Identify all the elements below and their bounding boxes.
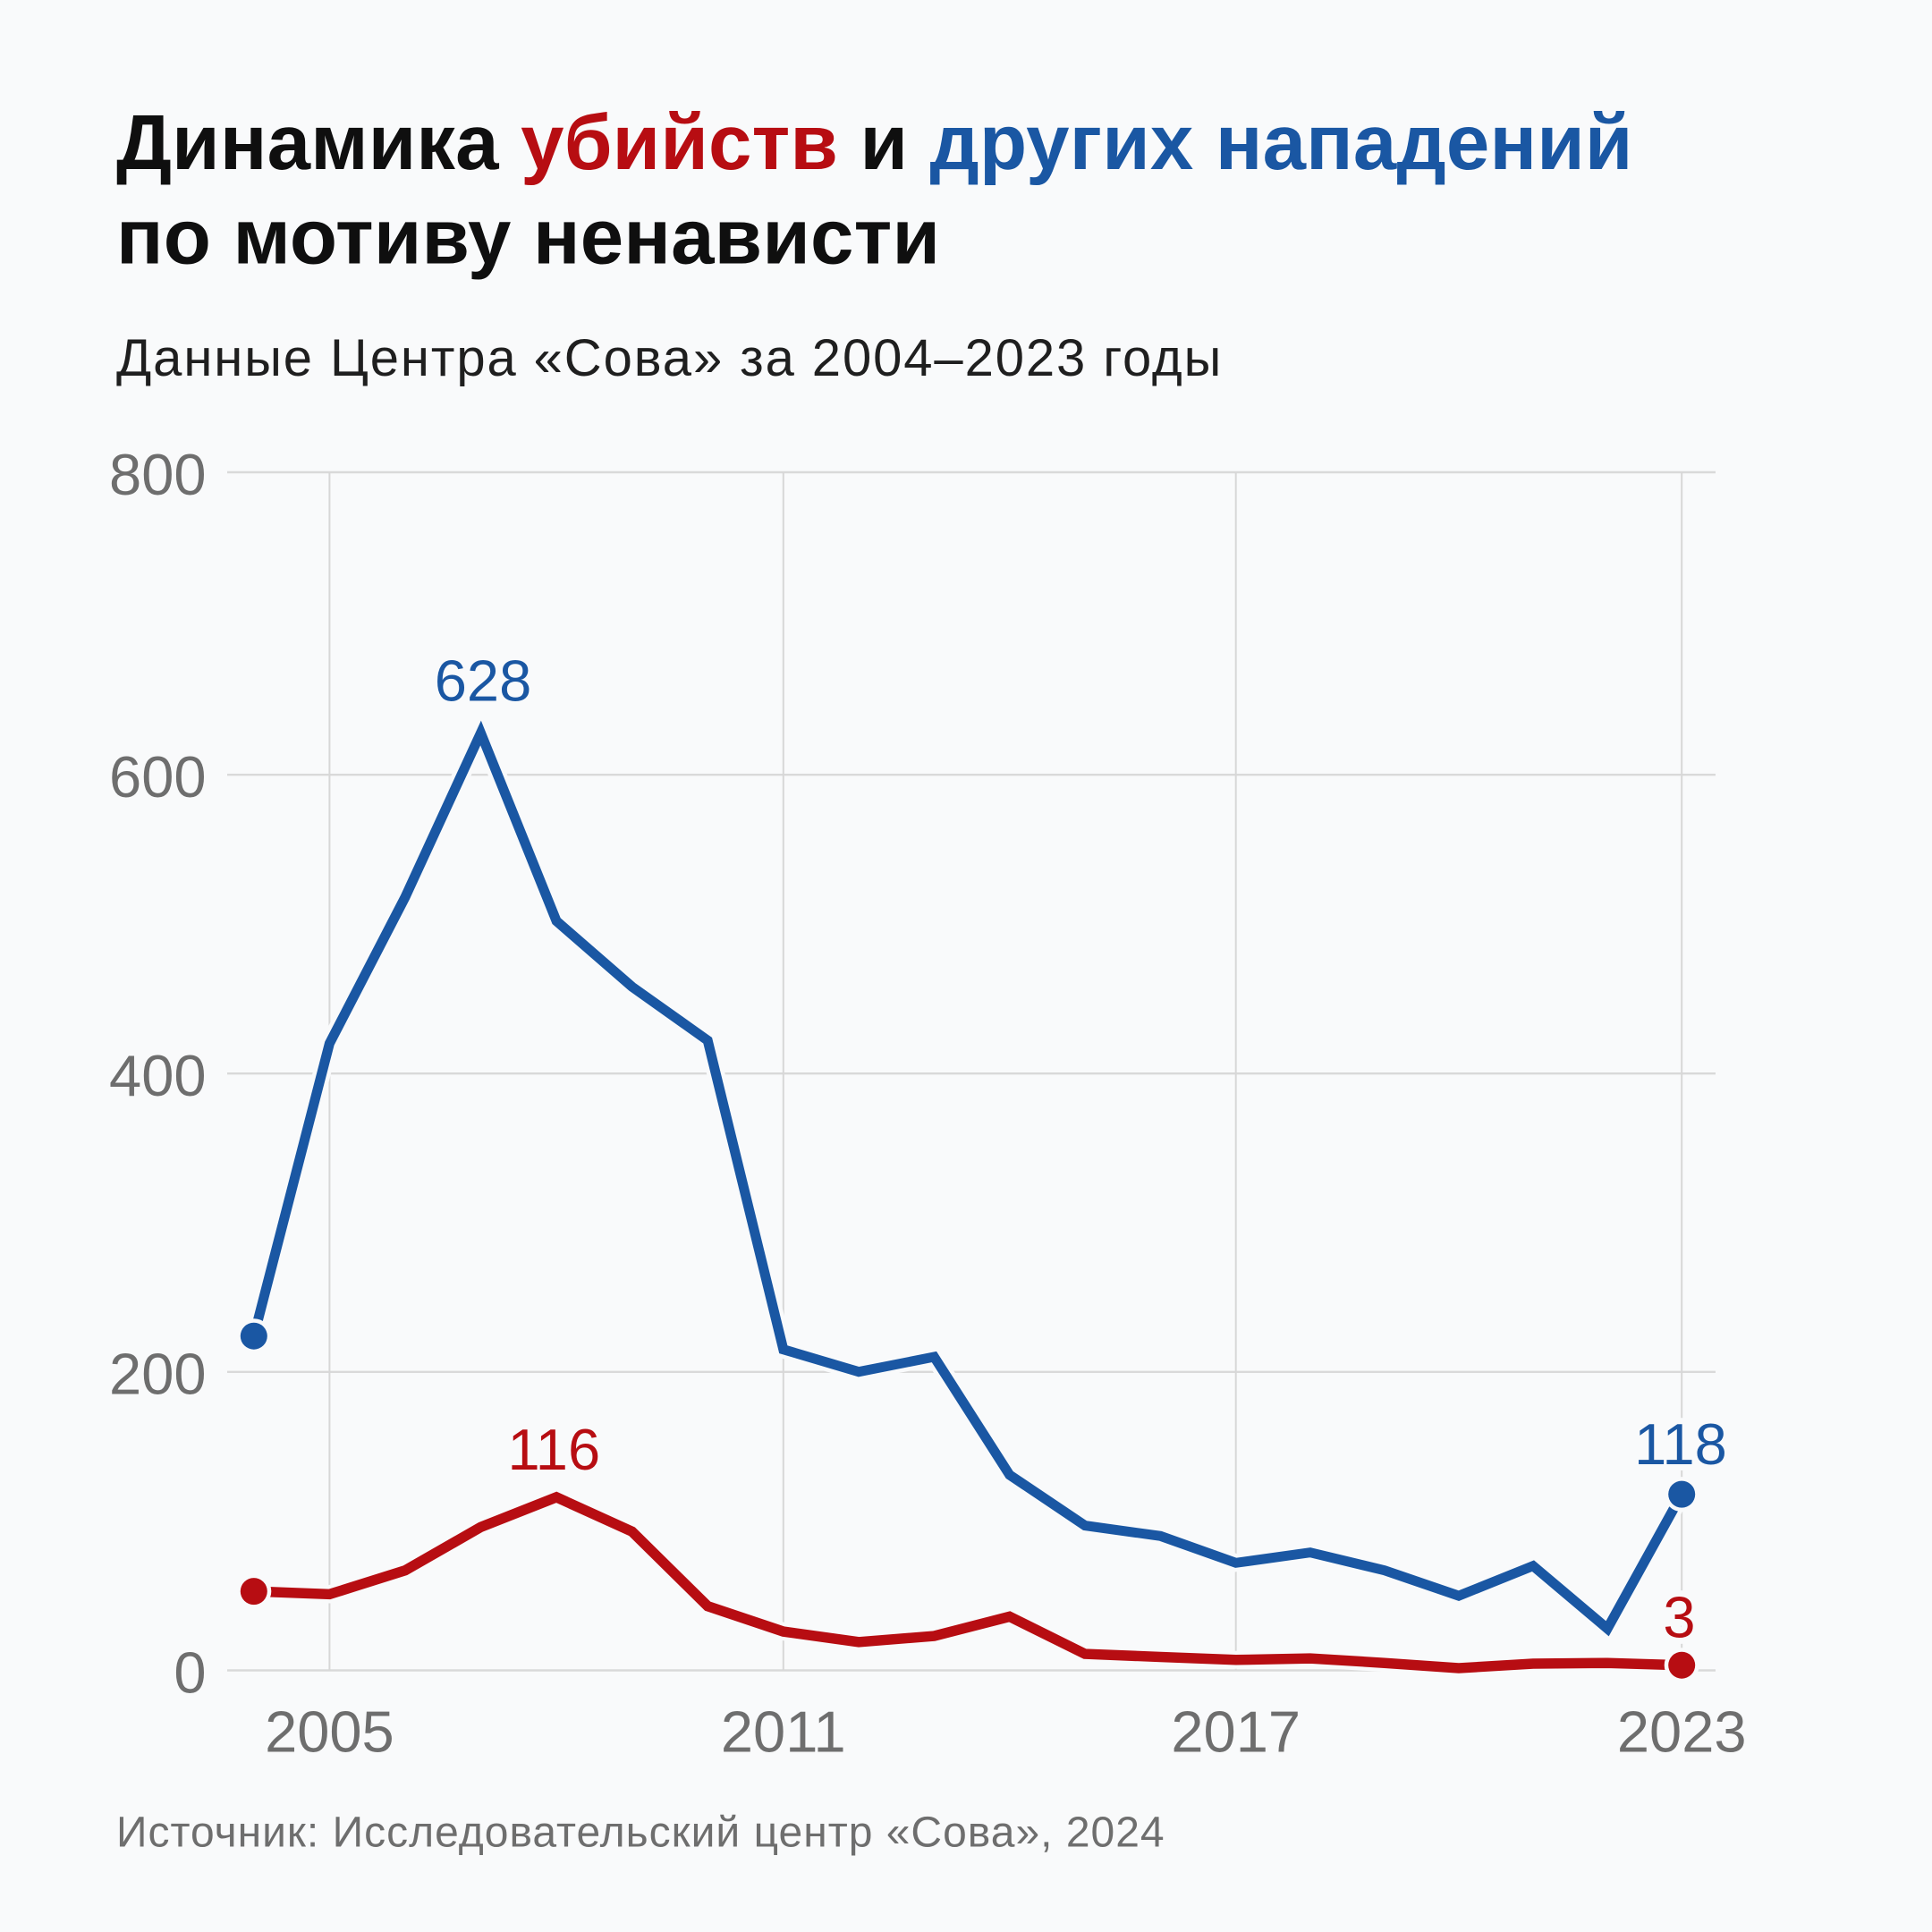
svg-text:3: 3 xyxy=(1663,1585,1695,1650)
svg-text:Источник: Исследовательский це: Источник: Исследовательский центр «Сова»… xyxy=(116,1809,1165,1857)
svg-text:по мотиву ненависти: по мотиву ненависти xyxy=(116,194,940,281)
svg-text:2005: 2005 xyxy=(265,1699,394,1765)
svg-text:0: 0 xyxy=(174,1640,206,1705)
svg-text:600: 600 xyxy=(109,744,206,809)
svg-text:628: 628 xyxy=(435,648,531,713)
svg-text:400: 400 xyxy=(109,1043,206,1108)
svg-text:2023: 2023 xyxy=(1617,1699,1747,1765)
svg-text:200: 200 xyxy=(109,1342,206,1407)
svg-text:116: 116 xyxy=(507,1417,600,1482)
svg-text:2017: 2017 xyxy=(1171,1699,1301,1765)
svg-text:800: 800 xyxy=(109,442,206,507)
svg-text:118: 118 xyxy=(1634,1411,1727,1477)
svg-text:Динамика убийств и других напа: Динамика убийств и других нападений xyxy=(116,99,1633,186)
svg-text:Данные Центра «Сова» за 2004–2: Данные Центра «Сова» за 2004–2023 годы xyxy=(116,329,1223,387)
svg-text:2011: 2011 xyxy=(721,1699,846,1765)
